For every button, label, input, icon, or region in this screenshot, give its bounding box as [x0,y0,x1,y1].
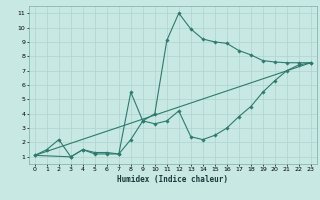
X-axis label: Humidex (Indice chaleur): Humidex (Indice chaleur) [117,175,228,184]
